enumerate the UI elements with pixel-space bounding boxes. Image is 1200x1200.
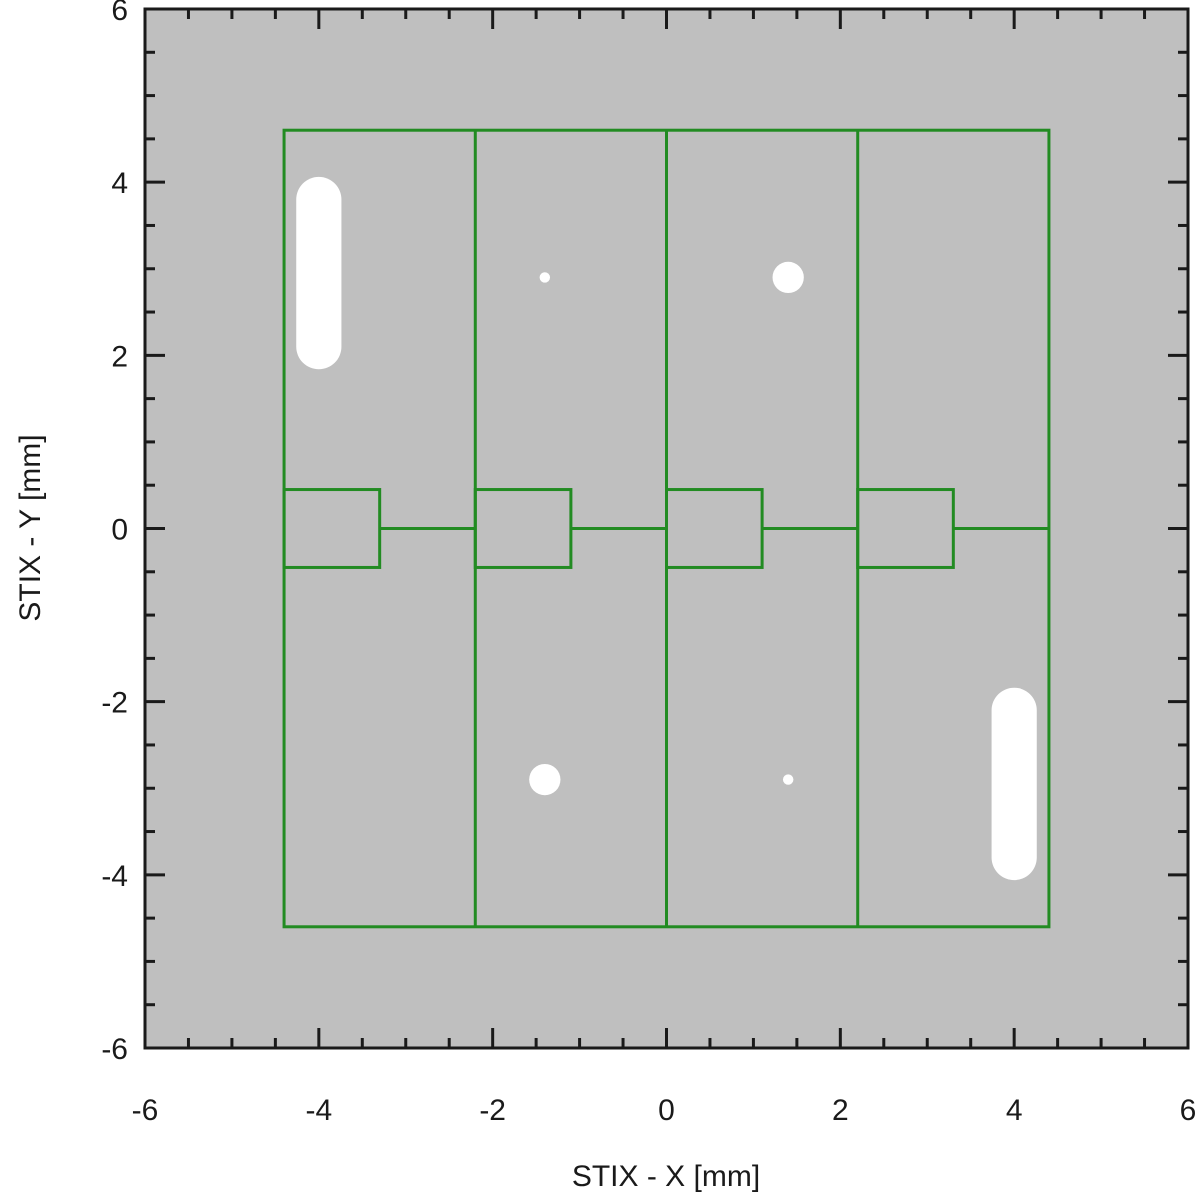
x-axis-label: STIX - X [mm] <box>572 1160 760 1193</box>
x-tick-label-5: 2 <box>832 1094 849 1127</box>
y-tick-label-1: -6 <box>101 1033 128 1066</box>
y-tick-label-6: 4 <box>111 167 128 200</box>
x-tick-label-1: -6 <box>132 1094 159 1127</box>
y-tick-labels: -6 -4 -2 0 2 4 6 <box>101 0 128 1066</box>
x-tick-label-7: 6 <box>1180 1094 1197 1127</box>
x-tick-labels: -6 -4 -2 0 2 4 6 <box>132 1094 1197 1127</box>
spot-capsule-1 <box>296 176 342 370</box>
detector-outline <box>282 128 1051 929</box>
x-tick-label-2: -4 <box>305 1094 332 1127</box>
y-tick-label-4: 0 <box>111 514 128 547</box>
y-tick-label-2: -4 <box>101 860 128 893</box>
spot-circle-4 <box>529 763 561 796</box>
y-axis-label: STIX - Y [mm] <box>14 434 47 621</box>
y-tick-label-3: -2 <box>101 687 128 720</box>
spot-capsule-6 <box>991 687 1037 881</box>
spots-layer <box>296 176 1037 881</box>
spot-circle-3 <box>772 261 804 294</box>
spot-circle-2 <box>539 272 551 283</box>
spot-circle-5 <box>782 774 794 785</box>
plot-frame <box>143 7 1190 1050</box>
x-tick-label-6: 4 <box>1006 1094 1023 1127</box>
x-tick-label-4: 0 <box>658 1094 675 1127</box>
x-tick-label-3: -2 <box>479 1094 506 1127</box>
y-tick-label-5: 2 <box>111 340 128 373</box>
y-tick-label-7: 6 <box>111 0 128 27</box>
